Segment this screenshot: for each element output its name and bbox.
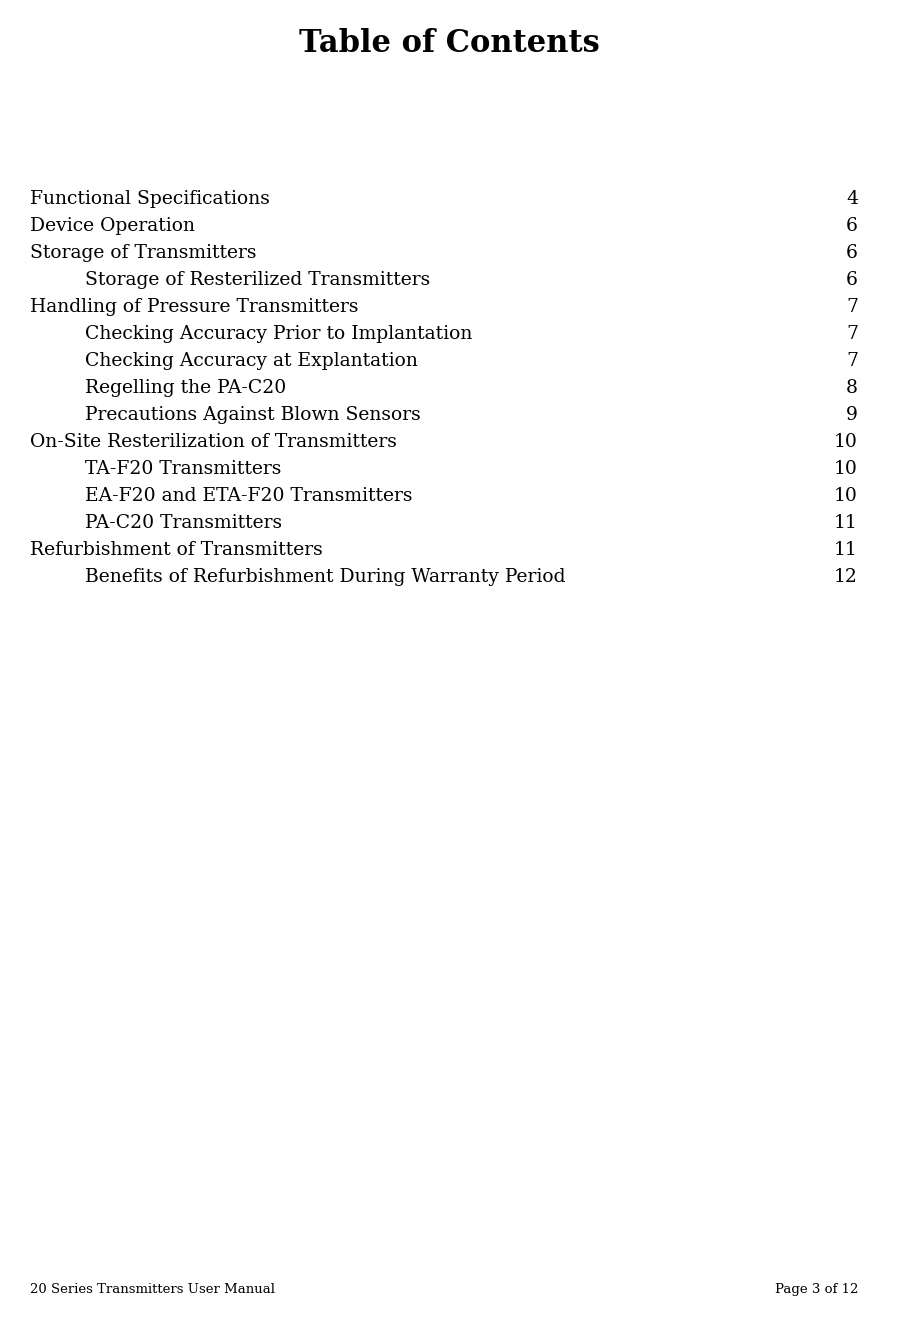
Text: 11: 11 (834, 514, 858, 532)
Text: Table of Contents: Table of Contents (299, 28, 599, 59)
Text: 9: 9 (846, 406, 858, 424)
Text: Checking Accuracy Prior to Implantation: Checking Accuracy Prior to Implantation (85, 325, 472, 342)
Text: 8: 8 (846, 379, 858, 396)
Text: Device Operation: Device Operation (30, 217, 195, 234)
Text: 12: 12 (834, 568, 858, 586)
Text: Storage of Resterilized Transmitters: Storage of Resterilized Transmitters (85, 271, 430, 288)
Text: Precautions Against Blown Sensors: Precautions Against Blown Sensors (85, 406, 421, 424)
Text: Functional Specifications: Functional Specifications (30, 190, 270, 208)
Text: 10: 10 (834, 433, 858, 450)
Text: 7: 7 (846, 325, 858, 342)
Text: 6: 6 (846, 217, 858, 234)
Text: Refurbishment of Transmitters: Refurbishment of Transmitters (30, 541, 322, 558)
Text: 10: 10 (834, 487, 858, 504)
Text: 20 Series Transmitters User Manual: 20 Series Transmitters User Manual (30, 1283, 275, 1296)
Text: PA-C20 Transmitters: PA-C20 Transmitters (85, 514, 282, 532)
Text: 6: 6 (846, 244, 858, 262)
Text: 11: 11 (834, 541, 858, 558)
Text: Page 3 of 12: Page 3 of 12 (775, 1283, 858, 1296)
Text: 6: 6 (846, 271, 858, 288)
Text: On-Site Resterilization of Transmitters: On-Site Resterilization of Transmitters (30, 433, 397, 450)
Text: 7: 7 (846, 352, 858, 370)
Text: 7: 7 (846, 298, 858, 316)
Text: TA-F20 Transmitters: TA-F20 Transmitters (85, 460, 281, 478)
Text: Handling of Pressure Transmitters: Handling of Pressure Transmitters (30, 298, 358, 316)
Text: 4: 4 (846, 190, 858, 208)
Text: 10: 10 (834, 460, 858, 478)
Text: EA-F20 and ETA-F20 Transmitters: EA-F20 and ETA-F20 Transmitters (85, 487, 412, 504)
Text: Benefits of Refurbishment During Warranty Period: Benefits of Refurbishment During Warrant… (85, 568, 566, 586)
Text: Regelling the PA-C20: Regelling the PA-C20 (85, 379, 286, 396)
Text: Checking Accuracy at Explantation: Checking Accuracy at Explantation (85, 352, 418, 370)
Text: Storage of Transmitters: Storage of Transmitters (30, 244, 257, 262)
